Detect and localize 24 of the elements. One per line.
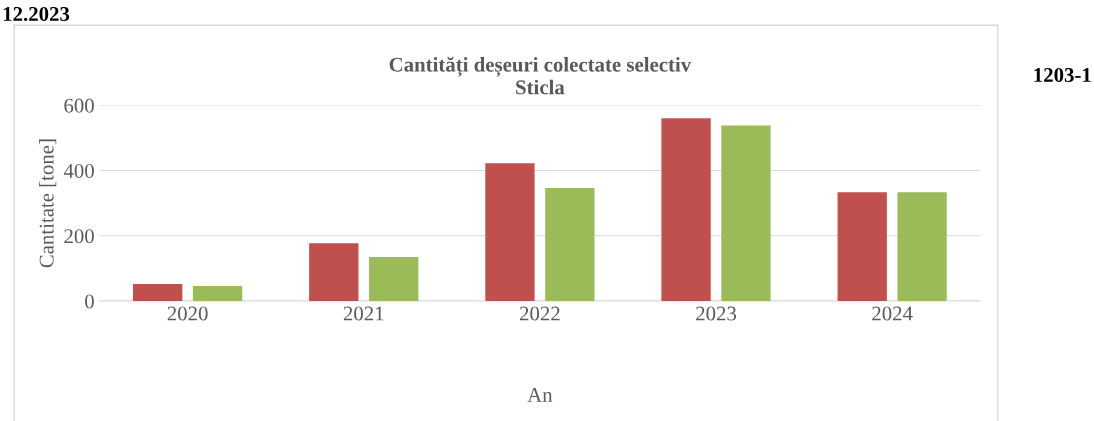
bar (897, 192, 947, 302)
bar (485, 163, 535, 302)
y-tick-label: 200 (64, 229, 94, 244)
bar (837, 192, 887, 302)
x-axis-title: An (527, 387, 553, 402)
y-tick-label: 400 (63, 163, 94, 178)
bar (545, 188, 595, 302)
bar (369, 256, 419, 302)
x-tick-label: 2023 (696, 306, 737, 321)
chart-title: Cantități deșeuri colectate selectiv Sticla (389, 56, 692, 95)
x-tick-label: 2024 (872, 306, 913, 321)
text: 12.2023 (3, 6, 70, 22)
y-tick-label: 0 (85, 294, 94, 309)
bar (192, 286, 243, 302)
text: 1203-1 (1034, 67, 1091, 83)
y-tick-label: 600 (64, 98, 94, 113)
x-tick-label: 2021 (343, 306, 384, 321)
x-tick-label: 2020 (167, 306, 208, 321)
bar (309, 243, 359, 302)
y-axis-title: Cantitate [tone] (38, 139, 57, 268)
bar (661, 118, 711, 302)
bar (721, 125, 771, 302)
bar (133, 284, 183, 302)
x-tick-label: 2022 (519, 306, 560, 321)
